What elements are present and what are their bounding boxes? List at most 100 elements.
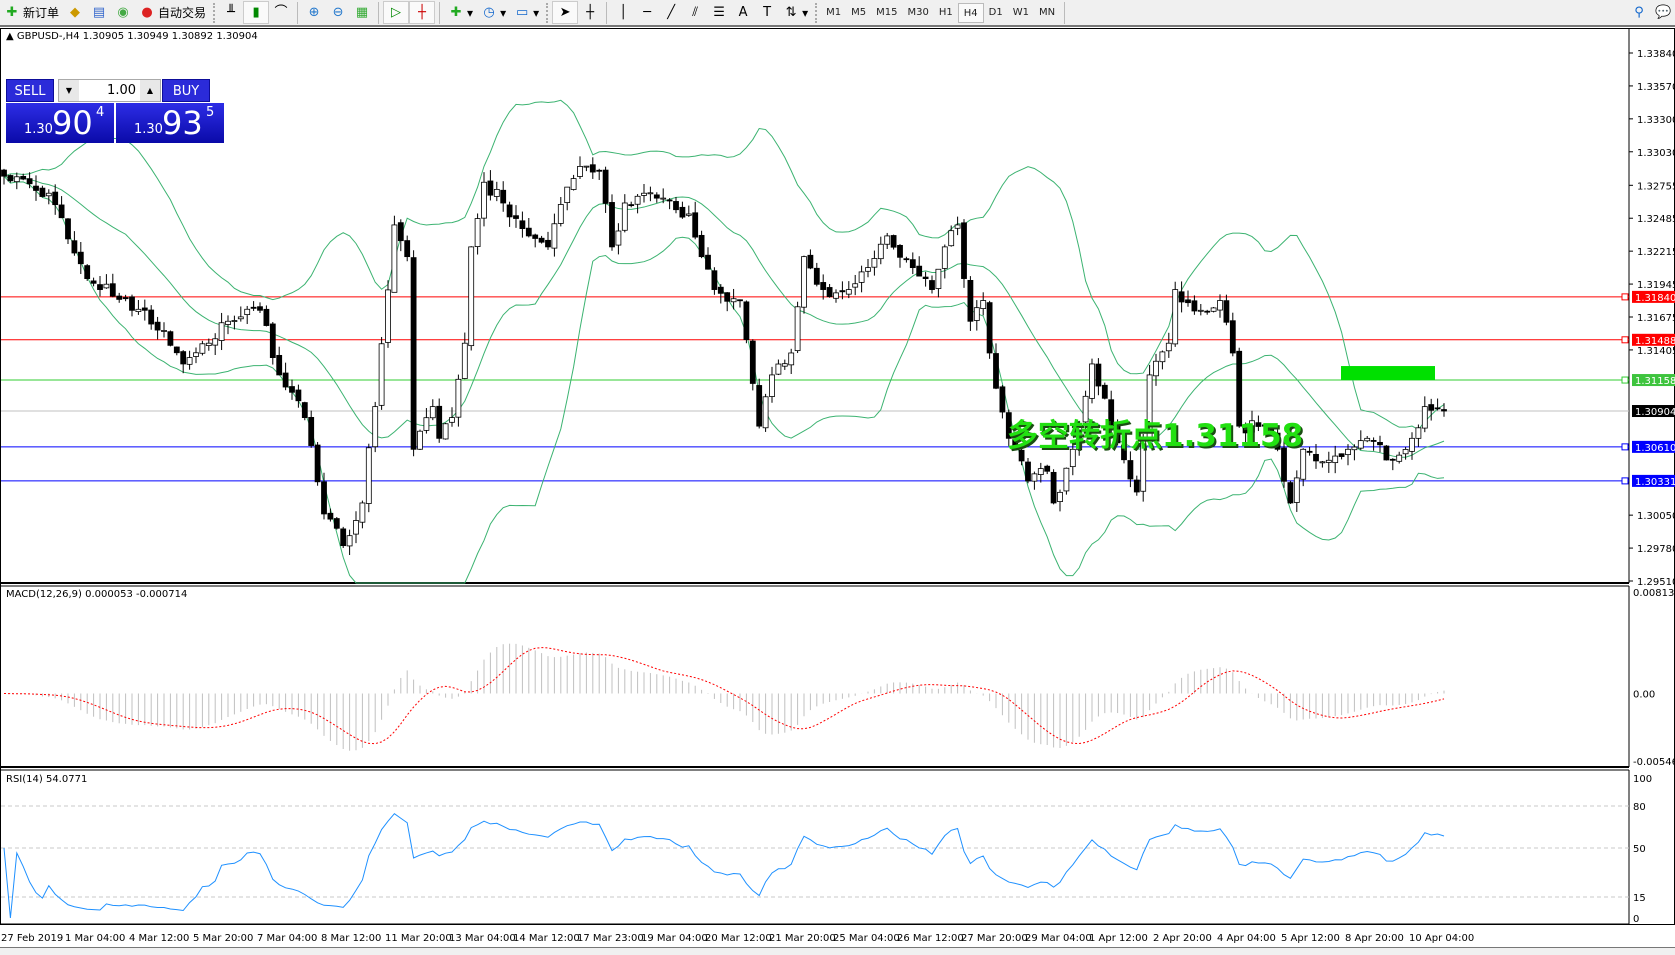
horizontal-line-tool[interactable]: ─	[635, 1, 659, 24]
chat-button[interactable]: 💬	[1651, 1, 1675, 24]
timeframe-w1[interactable]: W1	[1012, 6, 1029, 18]
bull-candle	[1364, 437, 1371, 442]
cursor-tool[interactable]: ➤	[552, 1, 579, 24]
bull-candle	[1146, 374, 1153, 438]
market-watch-button[interactable]: ◆	[63, 1, 87, 24]
level-price-label: 1.31158	[1635, 376, 1675, 387]
lot-increase-button[interactable]: ▲	[140, 80, 160, 101]
timeframe-m30[interactable]: M30	[907, 6, 929, 18]
bull-candle	[769, 374, 775, 397]
sell-price[interactable]: 1.30 90 4	[6, 103, 114, 143]
search-button[interactable]: ⚲	[1627, 1, 1651, 24]
bar-chart-button[interactable]: ╨	[219, 1, 243, 24]
lot-value[interactable]: 1.00	[107, 83, 136, 98]
sell-button[interactable]: SELL	[6, 79, 54, 102]
candlestick-button[interactable]: ▮	[243, 1, 270, 24]
bull-candle	[391, 224, 398, 293]
buy-button[interactable]: BUY	[162, 79, 210, 102]
bear-candle	[327, 512, 334, 520]
time-label: 29 Mar 04:00	[1025, 933, 1092, 944]
new-order-button[interactable]: ✚ 新订单	[0, 1, 63, 24]
zoom-out-button[interactable]: ⊖	[326, 1, 350, 24]
chart-tabs-bar[interactable]	[0, 947, 1675, 955]
bull-candle	[442, 423, 449, 440]
periods-button[interactable]: ◷ ▾	[477, 1, 510, 24]
level-price-tag	[1632, 333, 1675, 346]
bear-candle	[538, 237, 545, 243]
bull-candle	[781, 363, 788, 367]
bull-candle	[551, 223, 558, 249]
timeframe-h1[interactable]: H1	[938, 6, 953, 18]
bull-candle	[1159, 351, 1166, 363]
timeframe-mn[interactable]: MN	[1038, 6, 1056, 18]
line-chart-button[interactable]: ⌒	[269, 1, 293, 24]
one-click-trading-panel: SELL ▼ 1.00 ▲ BUY 1.30 90 4 1.30 93 5	[6, 79, 224, 143]
bear-candle	[1223, 300, 1230, 323]
trendline-tool[interactable]: ╱	[659, 1, 683, 24]
chart-shift-button[interactable]: ┼	[409, 1, 436, 24]
new-order-label: 新订单	[23, 6, 60, 20]
auto-scroll-button[interactable]: ▷	[383, 1, 410, 24]
bull-candle	[1332, 455, 1339, 464]
bear-candle	[679, 206, 686, 218]
timeframe-bar: M1 M5 M15 M30 H1 H4 D1 W1 MN	[821, 2, 1060, 23]
time-label: 7 Mar 04:00	[257, 933, 318, 944]
bear-candle	[154, 321, 161, 331]
auto-trading-button[interactable]: ● 自动交易	[135, 1, 210, 24]
rsi-line	[3, 813, 1445, 919]
price-label: 1.33030	[1637, 148, 1675, 159]
search-icon: ⚲	[1634, 4, 1644, 20]
bear-candle	[897, 244, 903, 258]
bear-candle	[148, 309, 155, 325]
bull-candle	[1063, 467, 1070, 492]
timeframe-m5[interactable]: M5	[851, 6, 867, 18]
bear-candle	[122, 297, 129, 300]
bull-candle	[193, 352, 199, 357]
price-label: 1.30050	[1637, 511, 1675, 522]
bear-candle	[97, 284, 103, 290]
bear-candle	[589, 164, 596, 173]
bear-candle	[167, 331, 174, 346]
bear-candle	[65, 218, 71, 240]
buy-price[interactable]: 1.30 93 5	[116, 103, 224, 143]
zoom-in-button[interactable]: ⊕	[302, 1, 326, 24]
vertical-line-tool[interactable]: │	[611, 1, 635, 24]
indicators-button[interactable]: ✚ ▾	[444, 1, 477, 24]
bull-candle	[474, 218, 481, 247]
lot-size-input[interactable]: ▼ 1.00 ▲	[58, 79, 161, 102]
bear-candle	[340, 528, 347, 547]
time-label: 26 Mar 12:00	[897, 933, 964, 944]
bear-candle	[609, 202, 615, 248]
navigator-button[interactable]: ▤	[87, 1, 111, 24]
bull-candle	[244, 308, 251, 315]
tile-windows-button[interactable]: ▦	[350, 1, 374, 24]
text-label-tool[interactable]: T	[755, 1, 779, 24]
pivot-annotation[interactable]: 多空转折点1.31158	[1007, 418, 1304, 454]
time-axis: 27 Feb 2019 1 Mar 04:00 4 Mar 12:00 5 Mar 2…	[0, 933, 1474, 947]
chart-window[interactable]: 1.33840 1.33570 1.33300 1.33030 1.32755 1.324…	[0, 28, 1675, 925]
bear-candle	[826, 287, 833, 297]
bear-candle	[929, 280, 935, 290]
chart-canvas[interactable]: 1.33840 1.33570 1.33300 1.33030 1.32755 1.324…	[1, 29, 1675, 926]
crosshair-tool[interactable]: ┼	[578, 1, 602, 24]
lot-decrease-button[interactable]: ▼	[59, 80, 79, 101]
timeframe-d1[interactable]: D1	[988, 6, 1003, 18]
timeframe-h4[interactable]: H4	[957, 2, 984, 23]
bear-candle	[673, 201, 679, 211]
zoom-out-icon: ⊖	[332, 4, 344, 20]
text-tool[interactable]: A	[731, 1, 755, 24]
timeframe-m15[interactable]: M15	[876, 6, 898, 18]
price-label: 1.32485	[1637, 214, 1675, 225]
bear-candle	[141, 307, 148, 311]
fibonacci-tool[interactable]: ☰	[707, 1, 731, 24]
bull-candle	[954, 224, 961, 229]
signals-button[interactable]: ◉	[111, 1, 135, 24]
timeframe-m1[interactable]: M1	[826, 6, 842, 18]
channel-tool[interactable]: ⫽	[683, 1, 707, 24]
toolbar: ✚ 新订单 ◆ ▤ ◉ ● 自动交易 ╨ ▮ ⌒ ⊕ ⊖ ▦ ▷ ┼ ✚ ▾ ◷ ▾ ▭…	[0, 0, 1675, 27]
templates-button[interactable]: ▭ ▾	[515, 4, 540, 20]
arrows-tool[interactable]: ⇅ ▾	[779, 1, 812, 24]
divider	[606, 1, 608, 24]
bull-candle	[1319, 461, 1326, 464]
folder-icon: ◆	[70, 4, 81, 20]
